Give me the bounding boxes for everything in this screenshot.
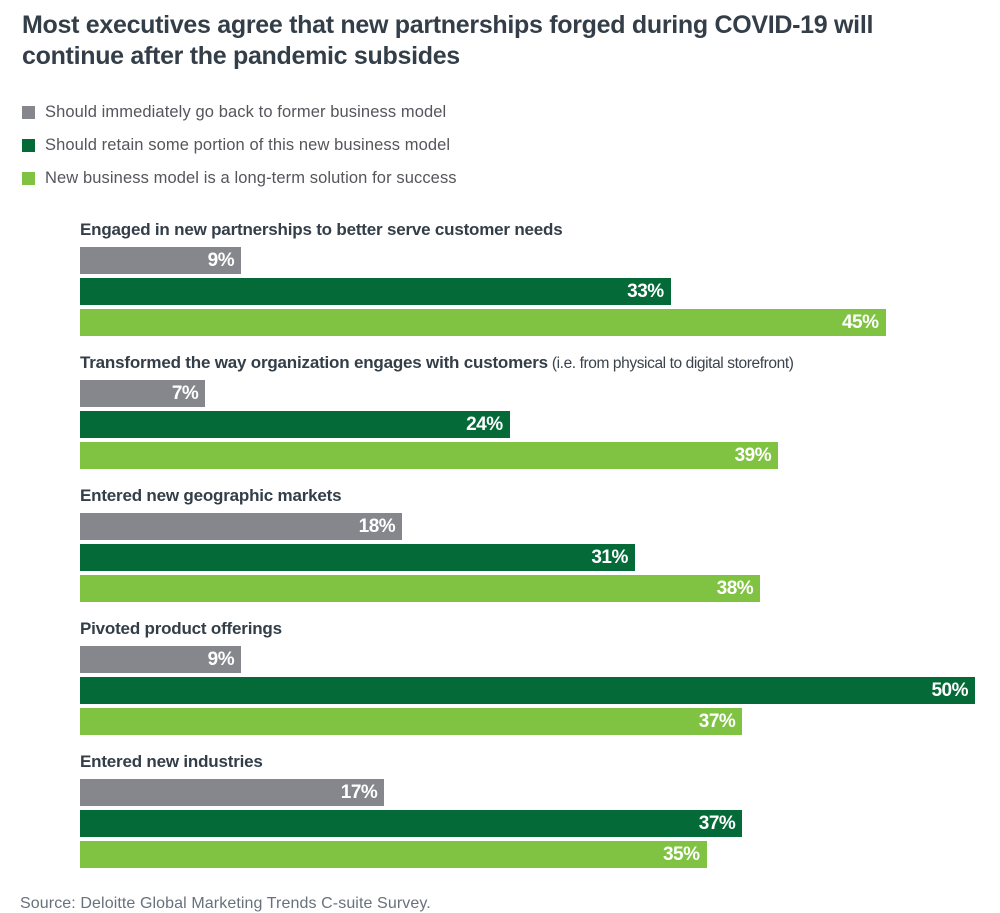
bar-value-label: 35% xyxy=(662,844,700,865)
bar-row: 37% xyxy=(80,708,975,735)
legend-label: New business model is a long-term soluti… xyxy=(45,169,457,187)
bar-row: 9% xyxy=(80,247,975,274)
bar-series-1: 50% xyxy=(80,677,975,704)
chart-title: Most executives agree that new partnersh… xyxy=(22,11,874,70)
category-label: Pivoted product offerings xyxy=(80,619,282,638)
bar-series-1: 24% xyxy=(80,411,510,438)
legend-item-former-model: Should immediately go back to former bus… xyxy=(22,103,1000,121)
bar-row: 39% xyxy=(80,442,975,469)
bar-row: 38% xyxy=(80,575,975,602)
category-label: Transformed the way organization engages… xyxy=(80,353,794,373)
bar-series-0: 17% xyxy=(80,779,385,806)
source-note: Source: Deloitte Global Marketing Trends… xyxy=(20,895,431,912)
bar-value-label: 9% xyxy=(207,250,235,271)
legend-item-retain-portion: Should retain some portion of this new b… xyxy=(22,136,1000,154)
category-label: Engaged in new partnerships to better se… xyxy=(80,220,563,239)
bar-series-2: 35% xyxy=(80,841,707,868)
legend-item-long-term-solution: New business model is a long-term soluti… xyxy=(22,169,1000,187)
bar-series-2: 37% xyxy=(80,708,743,735)
legend-swatch-gray xyxy=(22,106,35,119)
bar-value-label: 38% xyxy=(716,578,754,599)
bar-value-label: 17% xyxy=(340,782,378,803)
bar-series-0: 18% xyxy=(80,513,403,540)
bar-row: 24% xyxy=(80,411,975,438)
bar-series-0: 7% xyxy=(80,380,206,407)
bar-value-label: 24% xyxy=(466,414,503,435)
category-label: Entered new geographic markets xyxy=(80,486,342,505)
bar-row: 50% xyxy=(80,677,975,704)
legend-swatch-dark-green xyxy=(22,139,35,152)
bar-series-2: 39% xyxy=(80,442,779,469)
bar-row: 37% xyxy=(80,810,975,837)
bar-series-1: 33% xyxy=(80,278,671,305)
category-group: Transformed the way organization engages… xyxy=(80,354,975,469)
bar-row: 31% xyxy=(80,544,975,571)
bar-row: 7% xyxy=(80,380,975,407)
grouped-bar-chart: Engaged in new partnerships to better se… xyxy=(80,221,975,868)
legend-swatch-light-green xyxy=(22,172,35,185)
bar-value-label: 9% xyxy=(207,649,235,670)
bar-value-label: 18% xyxy=(358,516,396,537)
category-group: Engaged in new partnerships to better se… xyxy=(80,221,975,336)
bar-value-label: 7% xyxy=(171,383,199,404)
bar-row: 33% xyxy=(80,278,975,305)
bar-series-2: 38% xyxy=(80,575,761,602)
bar-row: 18% xyxy=(80,513,975,540)
category-label: Entered new industries xyxy=(80,752,263,771)
bar-series-0: 9% xyxy=(80,646,242,673)
category-group: Pivoted product offerings 9% 50% 37% xyxy=(80,620,975,735)
category-note: (i.e. from physical to digital storefron… xyxy=(547,355,794,372)
bar-value-label: 33% xyxy=(627,281,664,302)
bar-value-label: 45% xyxy=(841,312,879,333)
bar-row: 35% xyxy=(80,841,975,868)
bar-series-1: 37% xyxy=(80,810,743,837)
bar-value-label: 50% xyxy=(931,680,968,701)
bar-value-label: 37% xyxy=(698,813,736,834)
category-group: Entered new geographic markets 18% 31% 38% xyxy=(80,487,975,602)
chart-legend: Should immediately go back to former bus… xyxy=(22,103,1000,187)
bar-series-2: 45% xyxy=(80,309,886,336)
legend-label: Should retain some portion of this new b… xyxy=(45,136,451,154)
bar-row: 45% xyxy=(80,309,975,336)
bar-value-label: 37% xyxy=(698,711,736,732)
bar-series-0: 9% xyxy=(80,247,242,274)
bar-value-label: 39% xyxy=(734,445,772,466)
bar-row: 17% xyxy=(80,779,975,806)
legend-label: Should immediately go back to former bus… xyxy=(45,103,447,121)
bar-series-1: 31% xyxy=(80,544,635,571)
bar-row: 9% xyxy=(80,646,975,673)
bar-value-label: 31% xyxy=(591,547,628,568)
category-group: Entered new industries 17% 37% 35% xyxy=(80,753,975,868)
